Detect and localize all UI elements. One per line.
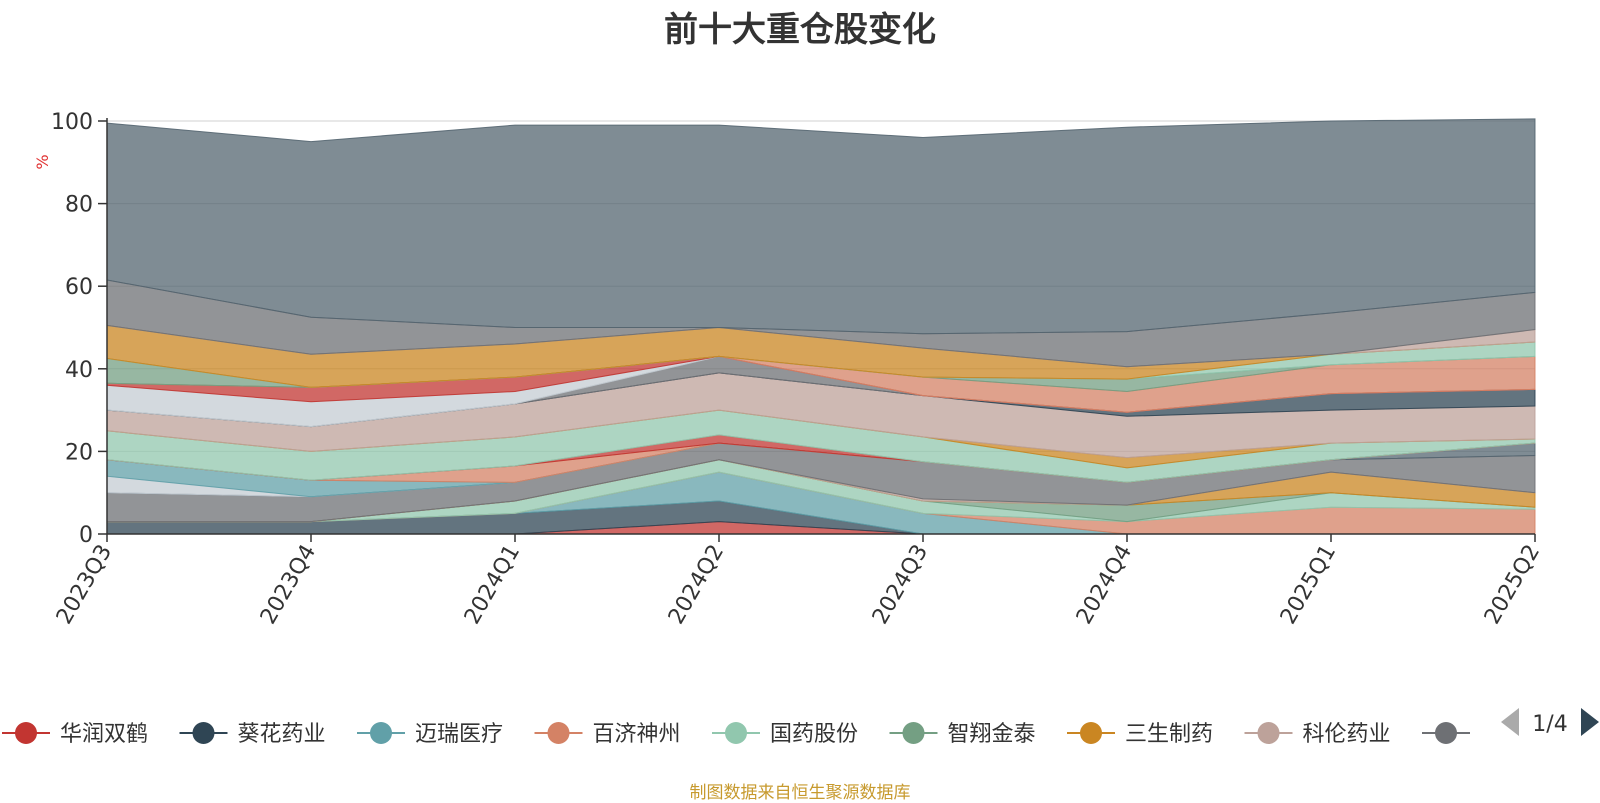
x-tick-label: 2023Q3 <box>52 541 117 629</box>
legend-item-1[interactable]: 华润双鹤 <box>2 722 148 747</box>
x-tick-label: 2024Q2 <box>664 541 729 629</box>
legend-label: 葵花药业 <box>238 722 326 747</box>
legend-marker <box>1435 722 1457 744</box>
legend-marker <box>192 722 215 744</box>
legend: 华润双鹤 葵花药业 迈瑞医疗 百济神州 国药股份 智翔金泰 三生制药 科伦药业 <box>2 722 1470 747</box>
legend-marker <box>1257 722 1280 744</box>
area-series-group <box>106 118 1536 535</box>
x-tick-label: 2024Q1 <box>460 541 525 629</box>
legend-page-indicator: 1/4 <box>1532 712 1567 737</box>
legend-label: 百济神州 <box>593 722 681 747</box>
x-tick-label: 2024Q4 <box>1072 541 1137 629</box>
y-tick-label: 20 <box>65 440 93 465</box>
x-tick-label: 2025Q2 <box>1480 541 1545 629</box>
y-tick-label: 60 <box>65 275 93 300</box>
chart-title: 前十大重仓股变化 <box>664 10 936 50</box>
data-source-note: 制图数据来自恒生聚源数据库 <box>689 783 911 803</box>
legend-item-3[interactable]: 迈瑞医疗 <box>357 722 503 747</box>
y-tick-label: 0 <box>79 523 93 548</box>
legend-marker <box>15 722 37 744</box>
legend-item-2[interactable]: 葵花药业 <box>179 722 326 747</box>
legend-label: 迈瑞医疗 <box>415 722 503 747</box>
legend-item-8[interactable]: 科伦药业 <box>1244 722 1391 747</box>
legend-marker <box>547 722 570 744</box>
legend-marker <box>725 722 747 744</box>
legend-pager: 1/4 <box>1501 708 1599 737</box>
legend-label: 国药股份 <box>770 722 858 747</box>
legend-label: 华润双鹤 <box>60 722 148 747</box>
legend-label: 科伦药业 <box>1303 722 1391 747</box>
x-tick-label: 2025Q1 <box>1276 541 1341 629</box>
legend-next-icon[interactable] <box>1581 708 1599 736</box>
legend-marker <box>902 722 925 744</box>
legend-label: 三生制药 <box>1125 722 1213 747</box>
legend-item-7[interactable]: 三生制药 <box>1067 722 1213 747</box>
x-tick-label: 2023Q4 <box>256 541 321 629</box>
legend-item-9[interactable] <box>1422 722 1470 744</box>
x-tick-label: 2024Q3 <box>868 541 933 629</box>
legend-prev-icon[interactable] <box>1501 708 1519 736</box>
y-axis-label: % <box>33 154 52 169</box>
legend-marker <box>1080 722 1102 744</box>
y-tick-label: 40 <box>65 358 93 383</box>
legend-marker <box>370 722 392 744</box>
legend-item-5[interactable]: 国药股份 <box>712 722 858 747</box>
area-series-28 <box>106 118 1536 335</box>
legend-label: 智翔金泰 <box>948 722 1036 747</box>
legend-item-6[interactable]: 智翔金泰 <box>889 722 1036 747</box>
y-tick-label: 80 <box>65 193 93 218</box>
y-tick-label: 100 <box>51 110 93 135</box>
legend-item-4[interactable]: 百济神州 <box>534 722 681 747</box>
